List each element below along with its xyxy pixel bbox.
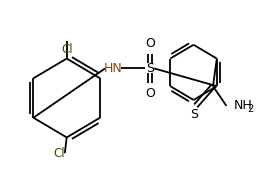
Text: 2: 2 — [247, 104, 254, 114]
Text: Cl: Cl — [61, 43, 72, 56]
Text: O: O — [145, 37, 155, 50]
Text: HN: HN — [104, 62, 122, 75]
Text: S: S — [146, 62, 154, 75]
Text: S: S — [190, 108, 198, 121]
Text: O: O — [145, 87, 155, 100]
Text: Cl: Cl — [53, 147, 65, 160]
Text: NH: NH — [234, 99, 253, 112]
